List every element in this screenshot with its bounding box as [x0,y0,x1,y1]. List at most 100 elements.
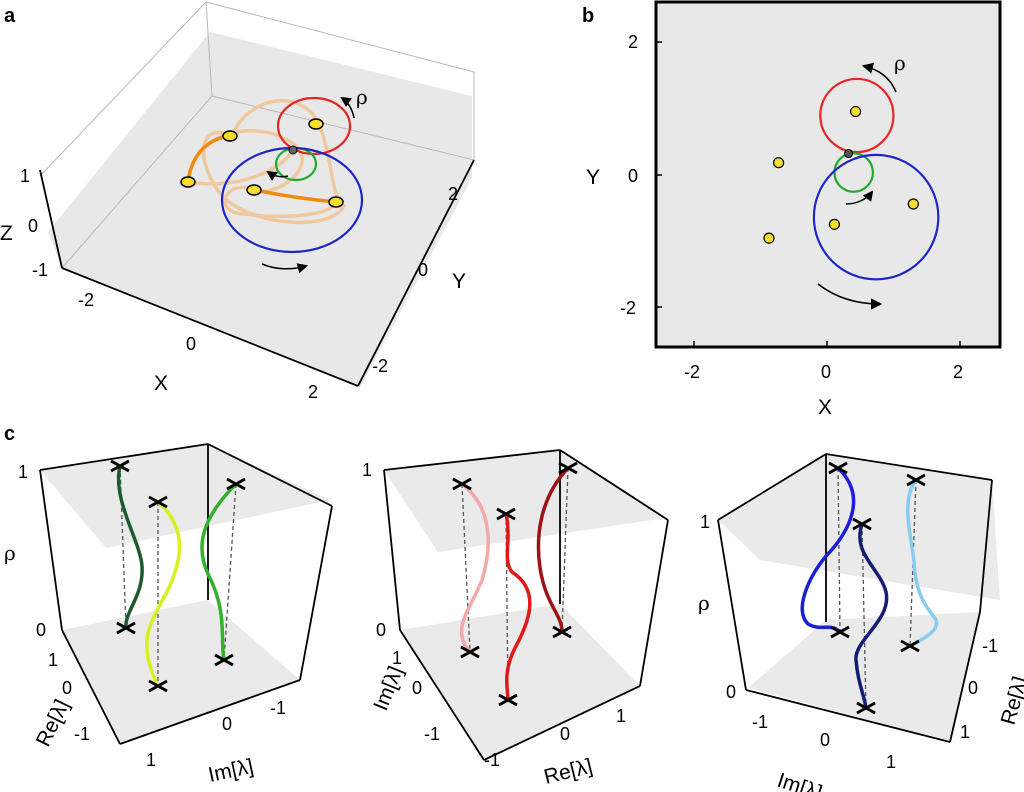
panel-a-z-tick: -1 [32,260,48,280]
sub1-rho-tick: 1 [18,462,28,482]
panel-a-x-tick: -2 [78,290,94,310]
panel-a-label: a [4,5,16,27]
panel-b-rho-arrow [861,62,897,93]
panel-b: b -2 0 2 X 2 0 -2 Y ρ [582,0,1002,419]
sub2-bottom-label: Re[λ] [542,755,595,789]
sub2-floor [400,604,640,760]
sub2-bottom-tick: -1 [484,750,500,770]
panel-c-sub2: 1 0 1 0 -1 Im[λ] -1 0 1 Re[λ] [362,449,669,789]
panel-b-x-tick: 0 [821,362,831,382]
panel-b-x-label: X [818,396,832,419]
panel-b-data [763,77,940,281]
sub1-left-tick: 0 [62,678,72,698]
sub2-top-plane [384,450,666,552]
sub1-left-label: Re[λ] [32,696,74,750]
panel-c-label: c [4,423,15,445]
sub1-curves [116,465,238,687]
sub3-rho-label: ρ [698,591,710,615]
sub1-top-plane [40,444,330,548]
panel-a-y-tick: 0 [418,260,428,280]
panel-a-red-circle [276,96,352,156]
sub3-rho-tick: 0 [726,682,736,702]
panel-a-green-arrow [266,170,289,182]
panel-b-y-tick: 0 [628,166,638,186]
panel-b-center-point [844,149,854,159]
panel-b-label: b [582,5,594,27]
sub1-bottom-tick: 0 [222,714,232,734]
panel-b-y-label: Y [586,166,600,189]
panel-c-sub3: 1 0 ρ -1 0 1 Re[λ] -1 0 1 Im[λ] [698,453,1024,792]
panel-a-rho: ρ [356,85,368,109]
panel-a-x-tick: 0 [186,334,196,354]
panel-a: a 1 0 -1 Z -2 0 2 X 2 0 -2 Y [0,1,475,402]
sub1-bottom-tick: 1 [146,750,156,770]
panel-b-y-tick: 2 [628,32,638,52]
panel-b-rho: ρ [894,51,906,75]
panel-a-points [180,118,344,208]
panel-b-green-arrow [845,190,874,205]
panel-a-floor [48,32,472,388]
sub1-bottom-tick: -1 [270,698,286,718]
sub2-box [383,449,669,761]
panel-b-point [849,105,862,118]
panel-b-tick-marks [656,41,961,347]
panel-b-plot-area [654,0,1002,349]
panel-a-z-tick: 1 [20,166,30,186]
panel-a-axes [39,159,475,387]
sub2-bottom-tick: 0 [560,724,570,744]
sub2-left-tick: 0 [412,678,422,698]
sub3-bottom-label: Im[λ] [774,769,824,792]
panel-b-x-tick: -2 [684,362,700,382]
panel-a-blue-arrow [261,263,309,274]
sub3-bottom-tick: 1 [886,752,896,772]
sub2-left-tick: 1 [392,648,402,668]
panel-b-y-tick: -2 [620,298,636,318]
sub3-right-label: Re[λ] [997,674,1024,727]
sub1-left-tick: -1 [74,724,90,744]
sub3-box [717,453,993,743]
sub1-markers [110,459,246,693]
panel-a-z-label: Z [0,222,13,245]
panel-a-y-label: Y [452,270,466,293]
sub2-bottom-tick: 1 [616,706,626,726]
sub2-markers [452,461,578,707]
panel-b-x-tick: 2 [953,362,963,382]
sub3-right-tick: -1 [982,636,998,656]
sub1-rho-tick: 0 [36,620,46,640]
panel-c-sub1: 1 0 ρ 1 0 -1 Re[λ] 1 0 -1 Im[λ] [4,443,333,787]
panel-a-y-tick: -2 [372,356,388,376]
sub3-floor [748,612,980,742]
sub1-bottom-label: Im[λ] [206,755,255,787]
sub3-bottom-tick: 0 [820,730,830,750]
panel-b-blue-circle [812,153,940,281]
sub3-right-tick: 1 [960,722,970,742]
sub2-left-tick: -1 [424,724,440,744]
panel-b-point [763,232,775,244]
panel-a-z-tick: 0 [28,216,38,236]
sub1-floor [62,600,300,744]
sub2-left-label: Im[λ] [369,663,407,714]
panel-b-green-circle [833,152,875,193]
panel-a-x-tick: 2 [308,382,318,402]
sub3-dashes [837,467,917,709]
sub3-curves [800,466,939,709]
sub2-rho-tick: 0 [376,620,386,640]
sub3-right-tick: 0 [968,678,978,698]
sub1-rho-label: ρ [4,541,16,565]
sub3-markers [828,461,926,715]
panel-a-x-label: X [154,372,168,395]
sub1-left-tick: 1 [48,650,58,670]
sub2-rho-tick: 1 [362,460,372,480]
panel-b-red-circle [819,77,895,154]
panel-b-point [828,218,841,230]
sub2-curves [459,466,570,701]
panel-a-y-tick: 2 [448,184,458,204]
sub1-dashes [119,465,237,686]
sub3-rho-tick: 1 [700,512,710,532]
panel-b-blue-arrow [817,283,883,310]
panel-a-rho-arrow [340,96,355,119]
panel-a-center-point [288,145,298,155]
panel-b-point [907,198,919,210]
sub3-bottom-tick: -1 [752,712,768,732]
